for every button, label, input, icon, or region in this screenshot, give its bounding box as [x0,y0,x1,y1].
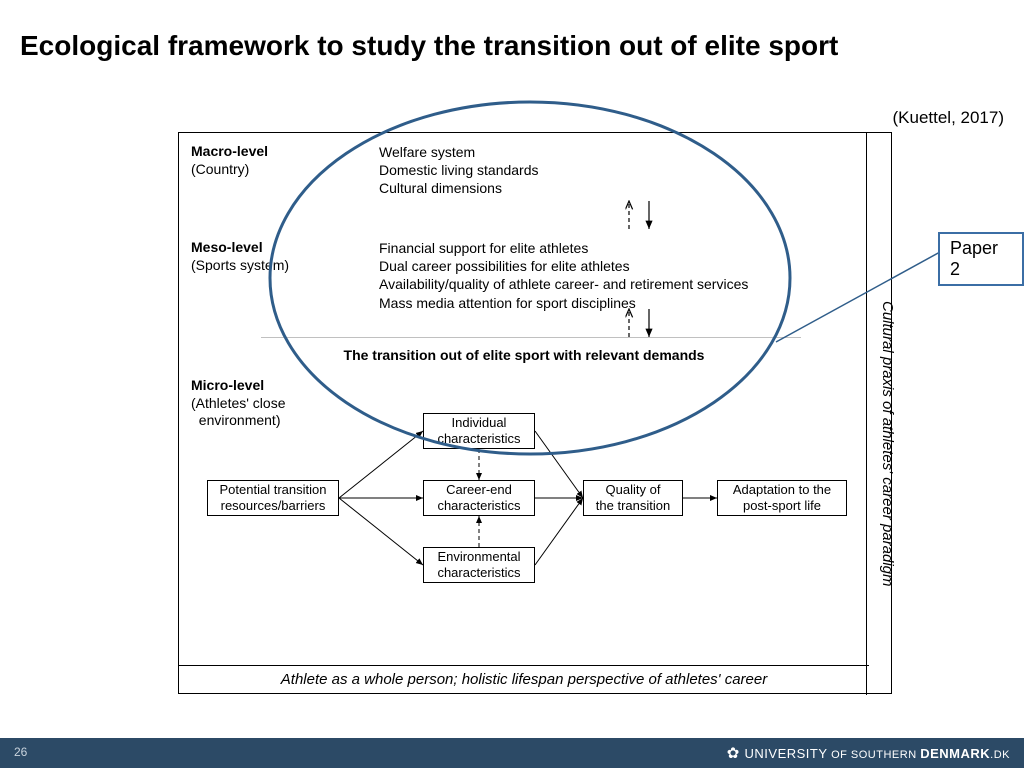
node-individual: Individual characteristics [423,413,535,449]
node-environmental: Environmental characteristics [423,547,535,583]
node-careerend: Career-end characteristics [423,480,535,516]
node-quality: Quality of the transition [583,480,683,516]
bottom-caption: Athlete as a whole person; holistic life… [179,665,869,693]
node-adaptation: Adaptation to the post-sport life [717,480,847,516]
node-potential: Potential transition resources/barriers [207,480,339,516]
footer-bar: 26 ✿ UNIVERSITY OF SOUTHERN DENMARK.DK [0,738,1024,768]
transition-title: The transition out of elite sport with r… [179,347,869,363]
meso-level-items: Financial support for elite athletes Dua… [379,239,748,312]
page-number: 26 [14,745,27,759]
macro-level-label: Macro-level (Country) [191,143,268,178]
horizontal-rule [261,337,801,338]
citation: (Kuettel, 2017) [892,108,1004,128]
sidebar-divider [866,133,867,695]
page-title: Ecological framework to study the transi… [20,30,838,62]
framework-frame: Cultural praxis of athletes' career para… [178,132,892,694]
university-logo-text: ✿ UNIVERSITY OF SOUTHERN DENMARK.DK [727,744,1010,762]
sidebar-label: Cultural praxis of athletes' career para… [876,259,896,629]
micro-level-label: Micro-level(Athletes' close environment) [191,377,286,430]
paper-tag: Paper 2 [938,232,1024,286]
meso-level-label: Meso-level (Sports system) [191,239,289,274]
diagram-arrows [179,133,893,695]
macro-level-items: Welfare system Domestic living standards… [379,143,539,198]
